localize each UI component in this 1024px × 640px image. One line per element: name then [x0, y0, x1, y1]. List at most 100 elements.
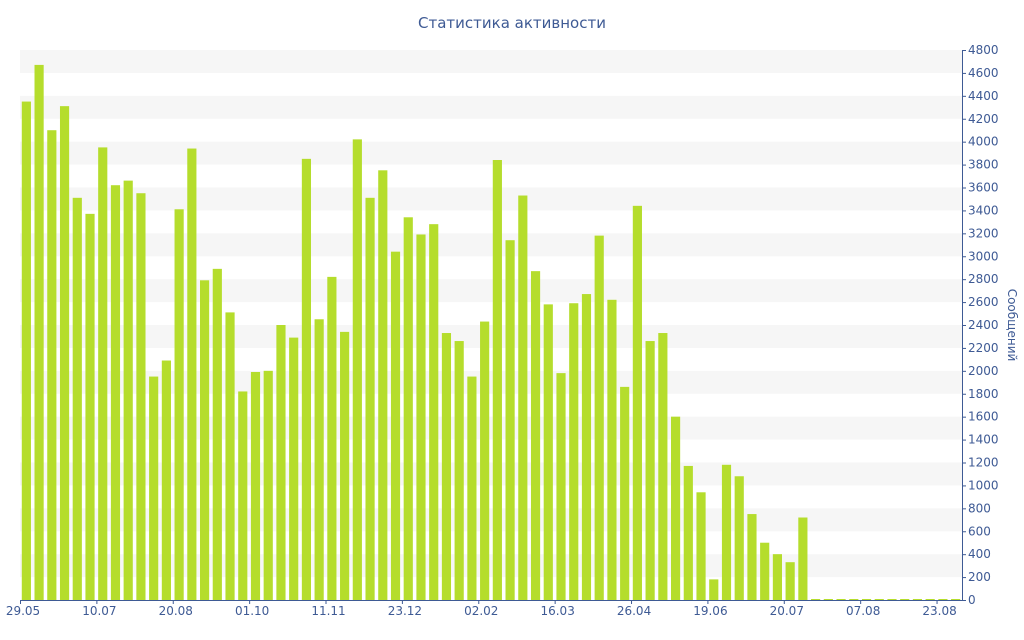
bar-35	[467, 376, 477, 600]
bar-30	[403, 217, 413, 600]
grid-band	[20, 416, 962, 440]
bar-21	[289, 337, 299, 600]
y-tick-label: 4600	[968, 66, 999, 80]
bar-19	[263, 370, 273, 600]
y-tick-label: 2800	[968, 272, 999, 286]
bar-5	[85, 213, 95, 600]
x-tick-label: 19.06	[693, 604, 727, 618]
bar-11	[161, 360, 171, 600]
bar-1	[34, 64, 44, 601]
x-tick-label: 29.05	[6, 604, 40, 618]
x-axis-ticks: 29.05 10.07 20.08 01.10 11.11 23.12 02.02 16.03…	[6, 600, 957, 618]
bar-32	[429, 224, 439, 600]
y-tick-label: 2400	[968, 318, 999, 332]
y-tick-label: 3600	[968, 181, 999, 195]
grid-band	[20, 554, 962, 578]
bar-29	[390, 251, 401, 600]
bar-13	[187, 148, 197, 600]
bar-22	[301, 158, 312, 600]
y-tick-label: 4000	[968, 135, 999, 149]
bar-52	[683, 465, 693, 600]
bar-14	[199, 280, 210, 600]
y-tick-label: 2000	[968, 364, 999, 378]
bar-38	[505, 240, 515, 601]
bar-57	[747, 514, 757, 600]
bar-66	[861, 599, 872, 600]
bar-54	[709, 579, 719, 600]
bar-27	[365, 197, 375, 600]
y-tick-label: 4400	[968, 89, 999, 103]
bar-18	[250, 371, 261, 600]
y-tick-label: 1600	[968, 410, 999, 424]
bar-41	[543, 304, 553, 600]
bar-67	[874, 599, 884, 600]
bar-47	[620, 386, 630, 600]
x-tick-label: 26.04	[617, 604, 651, 618]
bar-10	[149, 376, 159, 600]
bar-series	[21, 64, 961, 601]
y-tick-label: 600	[968, 524, 991, 538]
y-axis-ticks: 0 200 400 600 800 1000 1200 1400 1600 1800 2000 220…	[962, 43, 999, 607]
bar-58	[760, 542, 770, 600]
bar-46	[607, 299, 617, 600]
grid-band	[20, 508, 962, 532]
y-tick-label: 1200	[968, 456, 999, 470]
bar-24	[327, 276, 337, 600]
grid-band	[20, 50, 962, 73]
bar-44	[581, 294, 592, 600]
x-tick-label: 10.07	[82, 604, 116, 618]
grid-band	[20, 325, 962, 348]
bar-4	[72, 197, 82, 600]
y-tick-label: 0	[968, 593, 976, 607]
bar-39	[518, 195, 528, 601]
x-tick-label: 07.08	[846, 604, 880, 618]
bar-20	[276, 325, 286, 600]
bar-72	[938, 599, 948, 600]
bar-65	[849, 599, 859, 600]
grid-band	[20, 95, 962, 119]
bar-9	[136, 193, 146, 600]
bar-64	[836, 599, 846, 600]
y-tick-label: 2600	[968, 295, 999, 309]
x-tick-label: 20.08	[159, 604, 193, 618]
bar-25	[340, 331, 350, 600]
bar-8	[123, 180, 133, 600]
grid-band	[20, 370, 962, 394]
bar-69	[900, 599, 910, 600]
bar-70	[912, 599, 923, 600]
bar-7	[110, 185, 121, 601]
bar-37	[492, 160, 502, 600]
bar-0	[21, 101, 31, 600]
x-tick-label: 02.02	[464, 604, 498, 618]
y-tick-label: 3400	[968, 203, 999, 217]
y-tick-label: 1000	[968, 478, 999, 492]
grid-bands	[20, 50, 962, 578]
x-tick-label: 23.08	[922, 604, 956, 618]
bar-42	[556, 373, 566, 600]
bar-49	[645, 341, 655, 600]
y-tick-label: 3000	[968, 249, 999, 263]
bar-3	[59, 106, 70, 600]
y-tick-label: 400	[968, 547, 991, 561]
x-tick-label: 20.07	[770, 604, 804, 618]
bar-16	[225, 312, 235, 600]
bar-63	[823, 599, 833, 600]
grid-band	[20, 462, 962, 486]
y-tick-label: 1800	[968, 387, 999, 401]
bar-73	[951, 599, 961, 600]
bar-51	[670, 416, 681, 600]
bar-36	[480, 321, 490, 600]
y-tick-label: 3800	[968, 158, 999, 172]
x-tick-label: 11.11	[311, 604, 345, 618]
grid-band	[20, 141, 962, 165]
bar-17	[238, 391, 248, 600]
bar-31	[416, 234, 426, 600]
bar-61	[798, 517, 808, 600]
bar-60	[785, 562, 795, 600]
x-tick-label: 01.10	[235, 604, 269, 618]
bar-40	[530, 271, 541, 600]
y-tick-label: 1400	[968, 433, 999, 447]
bar-15	[212, 268, 222, 600]
y-tick-label: 3200	[968, 226, 999, 240]
